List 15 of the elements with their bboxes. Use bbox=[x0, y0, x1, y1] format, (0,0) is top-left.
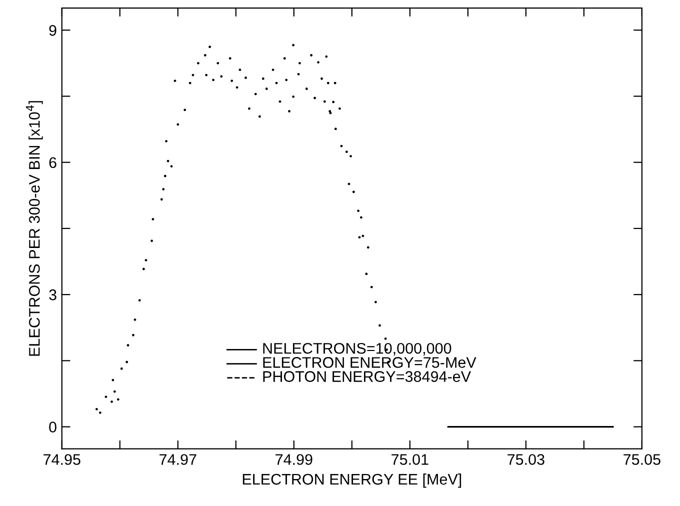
x-tick-label: 75.03 bbox=[508, 454, 544, 465]
annotation: NELECTRONS=10,000,000 bbox=[263, 342, 452, 356]
x-tick-label: 74.95 bbox=[44, 454, 80, 465]
y-axis-title: ELECTRONS PER 300-eV BIN [x10$^{4}$] bbox=[26, 101, 43, 356]
y-tick-label: 3 bbox=[49, 289, 56, 300]
x-tick-label: 74.97 bbox=[160, 454, 196, 465]
y-tick-label: 9 bbox=[49, 25, 56, 36]
x-axis-title: ELECTRON ENERGY EE [MeV] bbox=[242, 473, 462, 488]
y-tick-label: 0 bbox=[49, 422, 56, 432]
annotation: PHOTON ENERGY=38494-eV bbox=[263, 371, 471, 382]
annotation: ELECTRON ENERGY=75-MeV bbox=[263, 357, 476, 368]
y-tick-label: 6 bbox=[49, 157, 56, 168]
x-tick-label: 75.01 bbox=[392, 454, 428, 465]
x-tick-label: 75.05 bbox=[624, 454, 660, 465]
x-tick-label: 74.99 bbox=[276, 454, 312, 465]
